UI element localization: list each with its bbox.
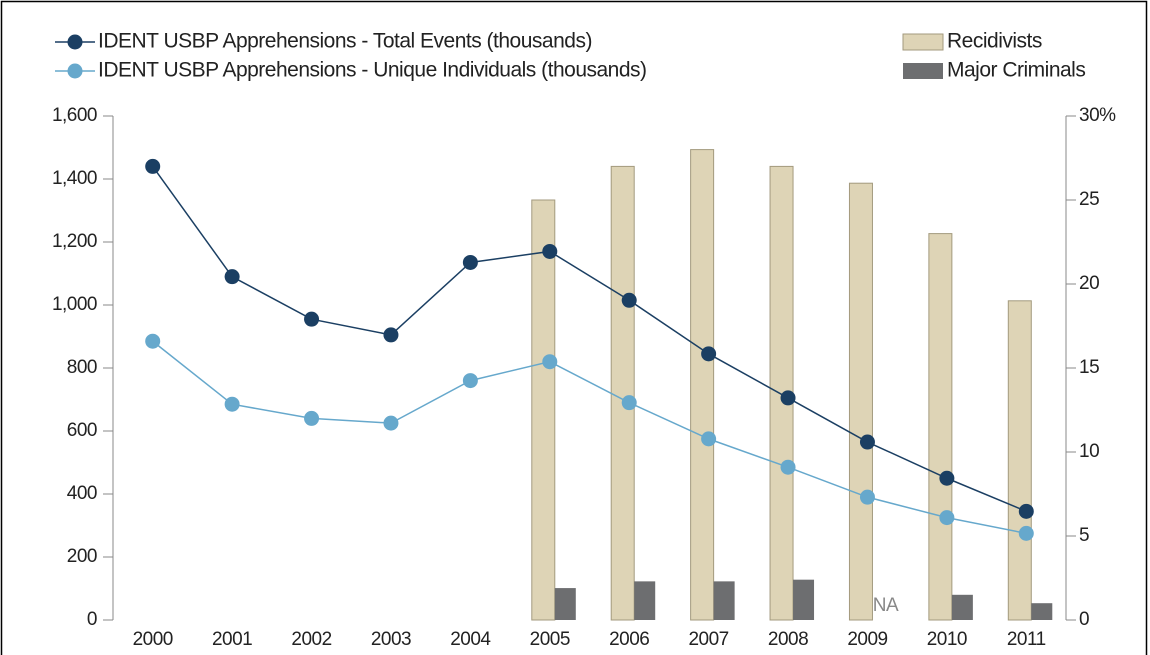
point <box>621 292 637 308</box>
legend-label: IDENT USBP Apprehensions - Total Events … <box>98 30 592 53</box>
y2-tick-label: 25 <box>1079 189 1099 210</box>
y2-tick-label: 0 <box>1079 609 1089 630</box>
y-tick-label: 1,400 <box>52 168 97 189</box>
point <box>859 434 875 450</box>
y-tick-label: 0 <box>87 609 97 630</box>
x-tick-label: 2008 <box>768 629 808 650</box>
annotation: NA <box>873 595 899 616</box>
bar <box>1031 603 1053 620</box>
y2-tick-label: 15 <box>1079 357 1099 378</box>
x-tick-label: 2007 <box>688 629 728 650</box>
y-tick-label: 1,600 <box>52 105 97 126</box>
y2-tick-label: 5 <box>1079 525 1089 546</box>
point <box>859 489 875 505</box>
bar <box>634 581 656 620</box>
y-tick-label: 1,200 <box>52 231 97 252</box>
point <box>701 431 717 447</box>
y-tick-label: 400 <box>67 483 97 504</box>
bar <box>531 199 556 621</box>
point <box>145 333 161 349</box>
line <box>152 165 1027 513</box>
point <box>304 410 320 426</box>
point <box>224 396 240 412</box>
x-tick-label: 2004 <box>450 629 491 650</box>
point <box>621 395 637 411</box>
bar <box>610 165 635 621</box>
y-tick-label: 600 <box>67 420 97 441</box>
point <box>780 459 796 475</box>
bar <box>713 581 735 620</box>
legend-label: Major Criminals <box>947 59 1085 82</box>
point <box>383 327 399 343</box>
x-tick-label: 2002 <box>291 629 331 650</box>
x-tick-label: 2005 <box>530 629 570 650</box>
point <box>542 354 558 370</box>
x-tick-label: 2001 <box>212 629 252 650</box>
y-tick-label: 200 <box>67 546 97 567</box>
point <box>145 158 161 174</box>
bar <box>951 594 973 620</box>
point <box>462 254 478 270</box>
point <box>1018 503 1034 519</box>
point <box>701 346 717 362</box>
x-tick-label: 2006 <box>609 629 649 650</box>
legend-label: Recidivists <box>947 30 1042 53</box>
bar <box>928 233 953 621</box>
legend-swatch <box>903 63 943 79</box>
x-tick-label: 2000 <box>133 629 173 650</box>
bar <box>690 149 715 621</box>
point <box>224 269 240 285</box>
point <box>462 373 478 389</box>
line <box>152 340 1027 535</box>
y-tick-label: 1,000 <box>52 294 97 315</box>
point <box>780 390 796 406</box>
y2-tick-label: 10 <box>1079 441 1099 462</box>
legend-marker <box>67 63 83 79</box>
point <box>939 470 955 486</box>
x-tick-label: 2009 <box>847 629 887 650</box>
bar <box>848 182 873 621</box>
x-tick-label: 2010 <box>927 629 967 650</box>
legend-label: IDENT USBP Apprehensions - Unique Indivi… <box>98 59 647 82</box>
bar <box>554 588 576 620</box>
point <box>304 311 320 327</box>
bar <box>1007 300 1032 621</box>
point <box>383 415 399 431</box>
point <box>939 510 955 526</box>
point <box>1018 525 1034 541</box>
legend-swatch <box>902 33 944 51</box>
y2-tick-label: 20 <box>1079 273 1099 294</box>
bar <box>793 579 815 620</box>
y-tick-label: 800 <box>67 357 97 378</box>
point <box>542 243 558 259</box>
y2-tick-label: 30% <box>1079 105 1116 126</box>
x-tick-label: 2011 <box>1007 629 1046 650</box>
legend-marker <box>67 34 83 50</box>
x-tick-label: 2003 <box>371 629 411 650</box>
